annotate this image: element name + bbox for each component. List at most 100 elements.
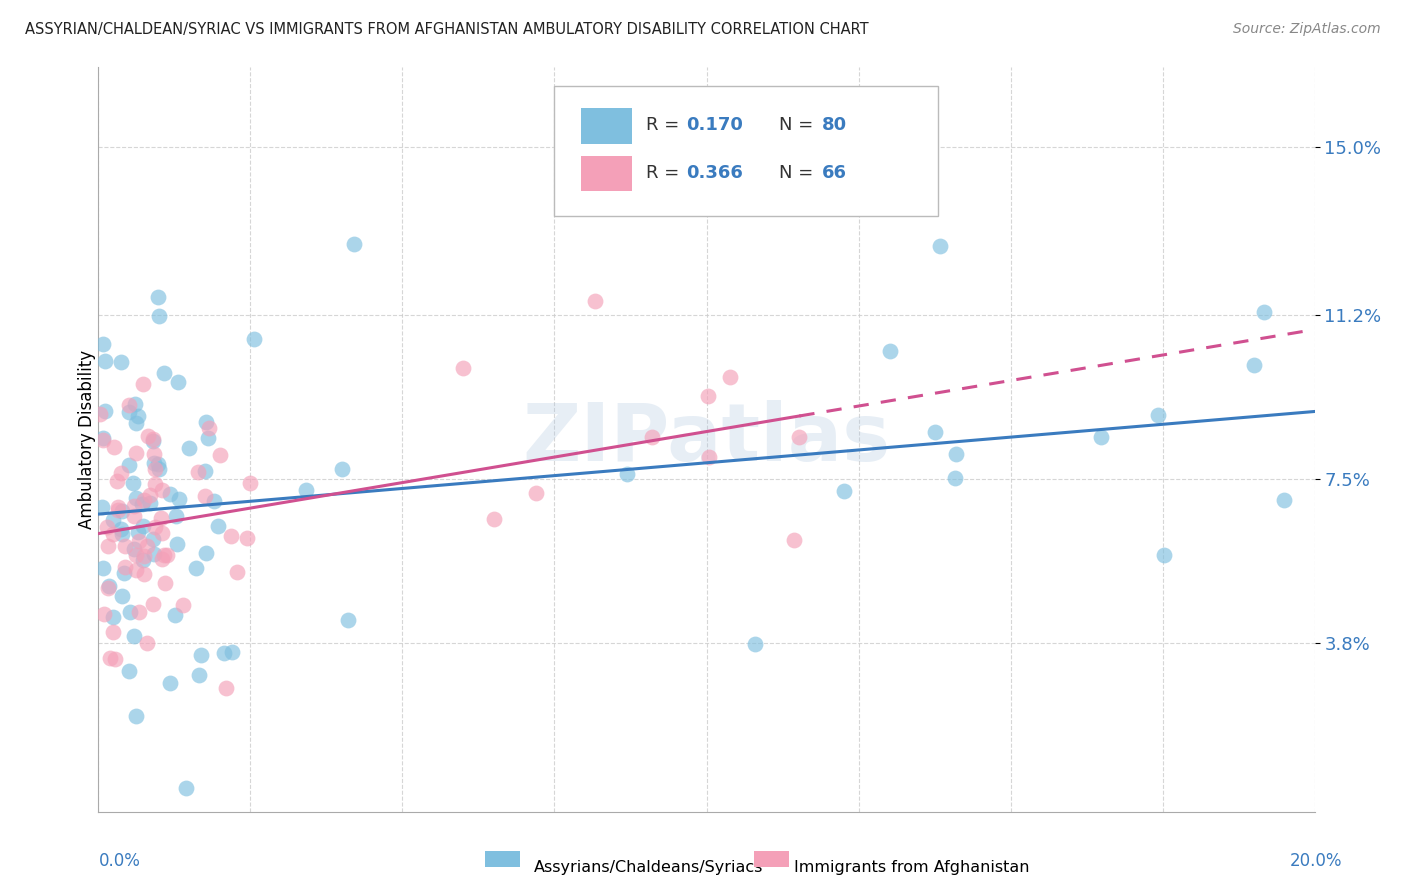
Text: R =: R = — [645, 164, 685, 182]
Point — [125, 446, 148, 460]
Point — [194, 489, 217, 503]
Point — [143, 476, 166, 491]
Point — [235, 531, 257, 545]
Point — [177, 441, 200, 455]
Point — [107, 500, 129, 514]
Point — [136, 429, 159, 443]
Point — [97, 539, 120, 553]
Text: Immigrants from Afghanistan: Immigrants from Afghanistan — [794, 860, 1029, 875]
Point — [194, 464, 217, 478]
Point — [744, 637, 766, 651]
Text: 20.0%: 20.0% — [1291, 852, 1343, 870]
Point — [103, 440, 125, 454]
Point — [202, 494, 225, 508]
FancyBboxPatch shape — [581, 155, 633, 191]
Point — [1147, 408, 1170, 422]
Point — [136, 636, 159, 650]
Point — [197, 431, 219, 445]
Point — [128, 605, 150, 619]
Point — [167, 491, 190, 506]
Point — [143, 462, 166, 476]
Point — [118, 458, 141, 473]
Point — [122, 476, 145, 491]
Point — [94, 404, 117, 418]
Point — [97, 579, 120, 593]
Point — [212, 646, 235, 660]
Point — [482, 512, 505, 526]
Text: ASSYRIAN/CHALDEAN/SYRIAC VS IMMIGRANTS FROM AFGHANISTAN AMBULATORY DISABILITY CO: ASSYRIAN/CHALDEAN/SYRIAC VS IMMIGRANTS F… — [25, 22, 869, 37]
Point — [125, 491, 148, 505]
Point — [524, 486, 547, 500]
Point — [110, 589, 132, 603]
Point — [924, 425, 946, 440]
Point — [343, 237, 366, 252]
Point — [789, 430, 811, 444]
Point — [1090, 430, 1112, 444]
Text: N =: N = — [779, 116, 820, 134]
Point — [641, 430, 664, 444]
Point — [104, 651, 127, 665]
Point — [172, 599, 194, 613]
Point — [142, 434, 165, 448]
Point — [583, 294, 606, 309]
Point — [134, 492, 156, 507]
Point — [122, 508, 145, 523]
Point — [91, 500, 114, 514]
Point — [114, 560, 136, 574]
Point — [127, 409, 149, 423]
Point — [184, 561, 207, 575]
Point — [125, 563, 148, 577]
Point — [152, 549, 174, 563]
Point — [143, 456, 166, 470]
Point — [330, 461, 353, 475]
Point — [131, 519, 153, 533]
Point — [132, 549, 155, 564]
Point — [148, 462, 170, 476]
Point — [215, 681, 238, 695]
Point — [243, 332, 266, 346]
Text: N =: N = — [779, 164, 820, 182]
Point — [124, 709, 146, 723]
Point — [93, 607, 115, 622]
Point — [96, 520, 118, 534]
Text: R =: R = — [645, 116, 685, 134]
Point — [118, 664, 141, 678]
Point — [142, 432, 165, 446]
Point — [697, 450, 720, 465]
Point — [111, 526, 134, 541]
Point — [101, 625, 124, 640]
Point — [195, 415, 218, 429]
Point — [221, 645, 243, 659]
Point — [166, 375, 188, 389]
Point — [148, 291, 170, 305]
Point — [295, 483, 318, 497]
Point — [128, 533, 150, 548]
Point — [100, 650, 122, 665]
Point — [122, 500, 145, 514]
Point — [110, 467, 132, 481]
FancyBboxPatch shape — [581, 108, 633, 144]
Point — [1253, 304, 1275, 318]
Point — [112, 566, 135, 580]
Point — [103, 526, 125, 541]
Point — [195, 546, 218, 560]
Text: 80: 80 — [823, 116, 848, 134]
Point — [718, 369, 741, 384]
FancyBboxPatch shape — [554, 86, 938, 216]
Point — [152, 366, 174, 380]
Point — [148, 309, 170, 323]
Text: ZIPatlas: ZIPatlas — [523, 401, 890, 478]
Point — [132, 553, 155, 567]
Point — [114, 539, 136, 553]
Point — [132, 377, 155, 392]
Point — [118, 398, 141, 412]
Point — [783, 533, 806, 548]
Point — [138, 488, 160, 502]
Point — [1153, 548, 1175, 562]
Point — [197, 421, 219, 435]
Point — [101, 513, 124, 527]
Point — [91, 561, 114, 575]
Point — [209, 449, 232, 463]
Point — [91, 433, 114, 447]
Point — [616, 467, 638, 482]
